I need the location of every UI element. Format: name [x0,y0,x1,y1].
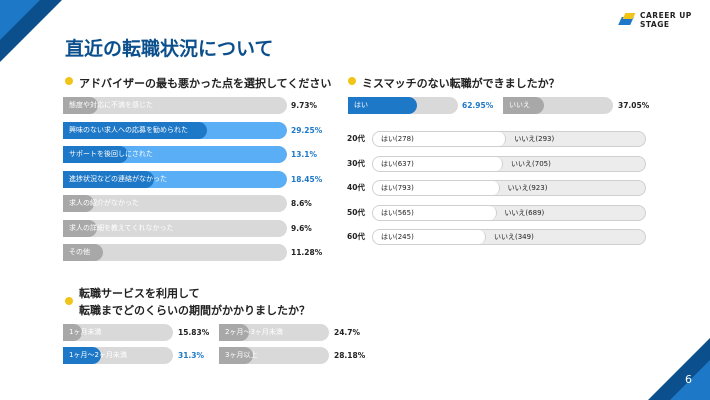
generation-no-label: いいえ(293) [514,135,555,143]
generation-no-label: いいえ(705) [511,159,551,168]
q1-bar: その他 [63,244,287,261]
q3-bar: 3ヶ月以上 [219,347,329,364]
q2-heading: ミスマッチのない転職ができましたか？ [348,75,560,91]
generation-yes-segment [373,156,504,171]
q1-bar-fill [63,195,94,212]
q1-bar-label: 興味のない求人への応募を勧められた [69,125,188,134]
q2-no-value: 37.05% [618,101,650,110]
q2-yes-fill [348,97,418,114]
generation-yes-label: はい(565) [381,208,414,217]
q3-bar-label: 2ヶ月～3ヶ月未満 [225,328,283,336]
q1-bar-label: サポートを後回しにされた [69,150,153,158]
logo-mark-icon [618,13,636,27]
generation-bar: はい(637) いいえ(705) [372,155,646,172]
q1-bar-label: 進捗状況などの連絡がなかった [69,174,167,183]
generation-yes-label: はい(278) [381,135,414,143]
q1-bar-label: 求人の紹介がなかった [69,199,139,207]
logo: CAREER UP STAGE [618,11,692,29]
logo-line2: STAGE [640,20,670,29]
q1-bar-label: 求人の詳細を教えてくれなかった [69,223,174,232]
generation-label: 40代 [347,183,365,192]
bullet-dot-icon [65,77,73,85]
generation-yes-segment [373,230,487,244]
q1-bar: 求人の紹介がなかった [63,195,287,212]
q3-bar-fill [63,324,83,341]
q1-bar-value: 8.6% [291,199,312,208]
generation-yes-segment [373,181,500,195]
q3-bar-value: 31.3% [178,351,205,360]
q1-bar-fill [63,97,98,114]
q1-bar-value: 9.6% [291,223,312,233]
q1-bar-share [63,146,128,163]
generation-label: 30代 [347,158,365,168]
q2-no-bar: いいえ [503,97,613,114]
q3-bar: 1ヶ月～2ヶ月未満 [63,347,173,364]
q1-bar-value: 11.28% [291,248,323,257]
generation-bar: はい(278) いいえ(293) [372,131,646,147]
q1-bar-value: 13.1% [291,150,318,159]
q1-bar-label: その他 [69,248,90,256]
q3-bar-value: 24.7% [334,328,361,337]
generation-bar: はい(793) いいえ(923) [372,180,646,196]
q1-bar-value: 29.25% [291,125,323,135]
q1-bar-fill [63,244,104,261]
generation-no-label: いいえ(923) [507,184,548,192]
q1-bar-value: 18.45% [291,174,323,184]
page-number: 6 [685,373,692,386]
q3-bar: 1ヶ月未満 [63,324,173,341]
q2-no-label: いいえ [509,101,530,109]
q3-bar-value: 15.83% [178,328,210,337]
q1-bar: 興味のない求人への応募を勧められた [63,121,287,139]
q3-bar-fill [219,347,254,364]
generation-label: 60代 [347,232,365,241]
generation-bar: はい(565) いいえ(689) [372,204,646,221]
q3-bar-label: 1ヶ月未満 [69,328,102,336]
q1-bar-fill [63,219,98,237]
q3-heading: 転職サービスを利用して 転職までどのくらいの期間がかかりましたか？ [65,285,310,319]
generation-yes-label: はい(793) [381,184,414,192]
q1-bar-label: 態度や対応に不満を感じた [69,101,153,109]
q3-bar-value: 28.18% [334,351,366,360]
q1-heading: アドバイザーの最も悪かった点を選択してください [65,75,331,91]
q2-no-fill [503,97,544,114]
q2-yes-value: 62.95% [462,101,494,110]
bullet-dot-icon [348,77,356,85]
q2-title: ミスマッチのない転職ができましたか？ [362,77,560,90]
bullet-dot-icon [65,297,73,305]
generation-no-label: いいえ(689) [504,208,545,217]
logo-line1: CAREER UP [640,11,692,20]
generation-label: 50代 [347,207,365,217]
q1-bar-share [63,170,154,188]
generation-no-label: いいえ(349) [494,233,534,241]
generation-yes-segment [373,205,497,220]
q3-bar-fill [219,324,249,341]
q1-bar: サポートを後回しにされた [63,146,287,163]
generation-bar: はい(245) いいえ(349) [372,229,646,245]
corner-accent-top-left [0,0,40,40]
generation-yes-segment [373,132,507,146]
q3-bar: 2ヶ月～3ヶ月未満 [219,324,329,341]
q1-bar-value: 9.73% [291,101,318,110]
q1-bar: 態度や対応に不満を感じた [63,97,287,114]
page-title: 直近の転職状況について [65,38,274,60]
q1-title: アドバイザーの最も悪かった点を選択してください [79,77,332,90]
q1-bar: 求人の詳細を教えてくれなかった [63,219,287,237]
q1-bar: 進捗状況などの連絡がなかった [63,170,287,188]
q3-title-line2: 転職までどのくらいの期間がかかりましたか？ [79,304,310,317]
generation-label: 20代 [347,134,365,143]
corner-accent-bottom-right [670,360,710,400]
q1-bar-share [63,121,208,139]
generation-yes-label: はい(637) [381,159,414,168]
q2-yes-bar: はい [348,97,458,114]
q3-bar-label: 1ヶ月～2ヶ月未満 [69,351,127,359]
generation-yes-label: はい(245) [381,233,414,241]
q3-bar-fill [63,347,101,364]
q2-yes-label: はい [354,101,368,109]
q3-title-line1: 転職サービスを利用して [79,287,200,300]
q3-bar-label: 3ヶ月以上 [225,351,258,359]
